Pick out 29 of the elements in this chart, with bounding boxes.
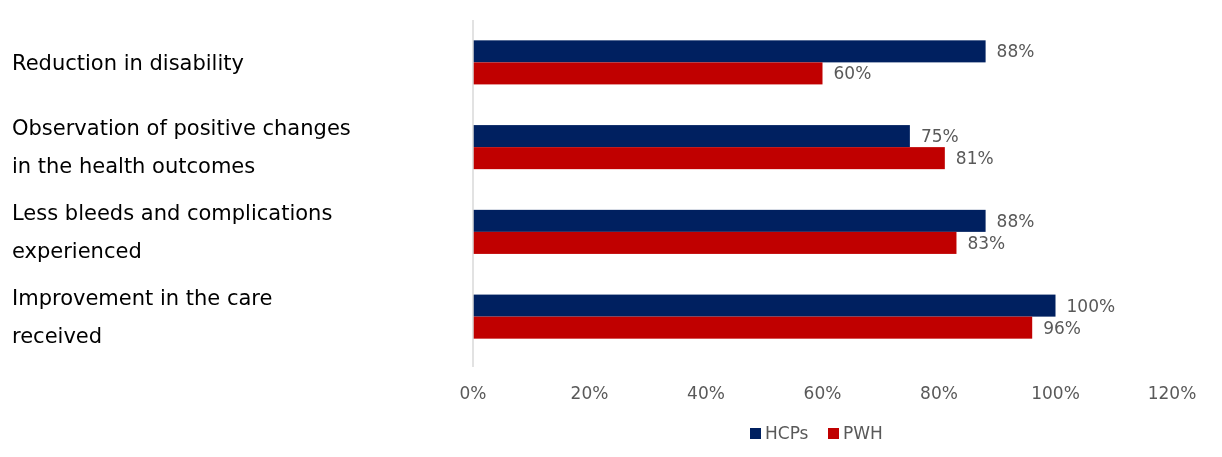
- x-tick-label: 80%: [920, 383, 958, 403]
- legend-label: PWH: [843, 423, 883, 443]
- x-tick-label: 100%: [1031, 383, 1080, 403]
- bar: [473, 209, 986, 232]
- x-tick-label: 120%: [1147, 383, 1197, 403]
- bar: [473, 62, 823, 85]
- data-label: 100%: [1066, 295, 1116, 316]
- data-label: 60%: [833, 63, 872, 84]
- y-tick-label: Less bleeds and complications experienced: [12, 201, 333, 264]
- bar: [473, 147, 945, 170]
- bar: [473, 40, 986, 63]
- bar: [473, 125, 910, 148]
- x-tick-label: 60%: [803, 383, 842, 403]
- data-label: 83%: [967, 232, 1006, 253]
- data-label: 81%: [955, 148, 994, 169]
- x-tick-label: 0%: [459, 383, 487, 403]
- y-tick-label: Reduction in disability: [12, 50, 244, 75]
- data-label: 75%: [920, 126, 959, 147]
- bar: [473, 316, 1033, 339]
- y-tick-label: Improvement in the care received: [12, 285, 273, 348]
- data-label: 88%: [996, 41, 1035, 62]
- bar: [473, 294, 1056, 317]
- x-tick-label: 40%: [687, 383, 725, 403]
- data-label: 88%: [996, 210, 1035, 231]
- legend-label: HCPs: [765, 423, 809, 443]
- data-label: 96%: [1043, 317, 1081, 338]
- y-tick-label: Observation of positive changes in the health outcomes: [12, 116, 351, 179]
- bar: [473, 231, 957, 254]
- x-tick-label: 20%: [570, 383, 609, 403]
